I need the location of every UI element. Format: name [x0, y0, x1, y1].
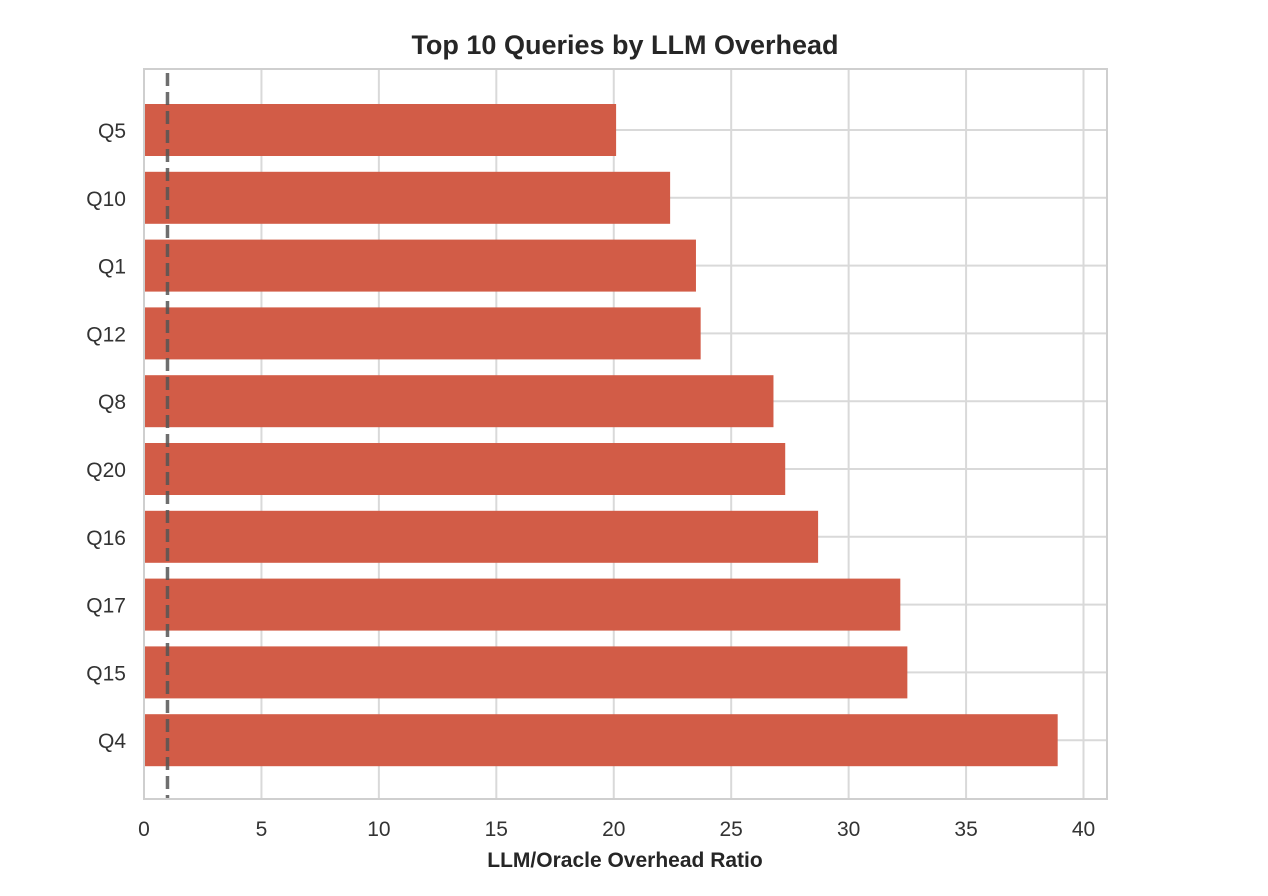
x-tick-label: 0	[138, 818, 150, 841]
x-tick-label: 10	[367, 818, 390, 841]
bar-q20	[144, 443, 786, 495]
x-tick-label: 35	[954, 818, 977, 841]
y-axis-ticks: Q5 Q10 Q1 Q12 Q8 Q20 Q16 Q17 Q15 Q4	[86, 120, 126, 753]
y-tick-label: Q17	[86, 595, 126, 618]
bar-q1	[144, 239, 696, 292]
bar-q10	[144, 171, 671, 224]
y-tick-label: Q1	[98, 256, 126, 279]
bar-q16	[144, 510, 819, 563]
x-axis-ticks: 0 5 10 15 20 25 30 35 40	[138, 818, 1095, 841]
chart-title: Top 10 Queries by LLM Overhead	[411, 30, 838, 60]
x-tick-label: 15	[485, 818, 508, 841]
x-tick-label: 40	[1072, 818, 1095, 841]
bar-q4	[144, 714, 1058, 767]
y-tick-label: Q5	[98, 120, 126, 143]
x-tick-label: 30	[837, 818, 860, 841]
y-tick-label: Q12	[86, 323, 126, 346]
bar-q5	[144, 104, 617, 156]
y-tick-label: Q10	[86, 188, 126, 211]
x-tick-label: 5	[256, 818, 268, 841]
bar-q8	[144, 375, 774, 428]
y-tick-label: Q15	[86, 662, 126, 685]
y-tick-label: Q4	[98, 730, 126, 753]
bars	[144, 104, 1058, 767]
plot-frame	[143, 68, 1108, 800]
x-tick-label: 20	[602, 818, 625, 841]
bar-q12	[144, 307, 701, 360]
bar-q17	[144, 578, 901, 631]
bar-q15	[144, 646, 908, 699]
x-axis-label: LLM/Oracle Overhead Ratio	[487, 849, 762, 872]
x-tick-label: 25	[720, 818, 743, 841]
y-tick-label: Q20	[86, 459, 126, 482]
y-tick-label: Q16	[86, 527, 126, 550]
y-tick-label: Q8	[98, 391, 126, 414]
